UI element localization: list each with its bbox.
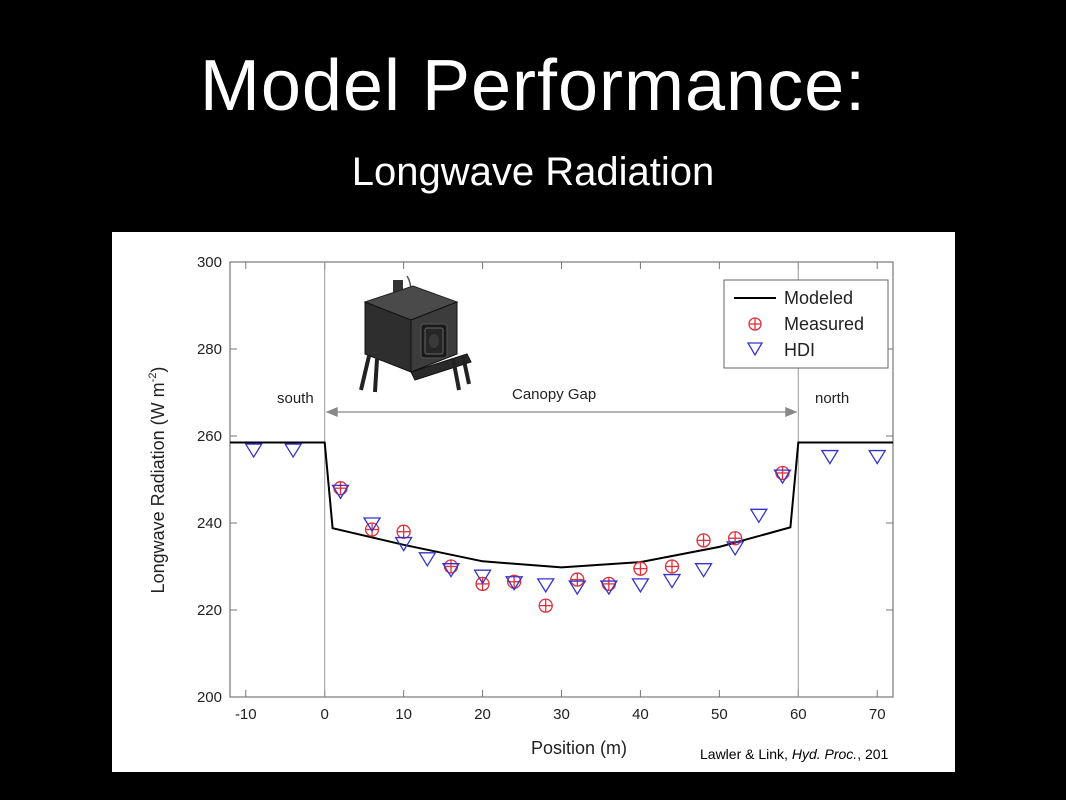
citation-authors: Lawler & Link, xyxy=(700,746,792,762)
hdi-point xyxy=(749,508,768,524)
north-label: north xyxy=(815,390,849,407)
legend: Modeled Measured HDI xyxy=(723,279,889,369)
series-layer xyxy=(230,441,893,613)
y-tick-label: 200 xyxy=(197,689,222,706)
x-tick-label: 50 xyxy=(711,706,728,723)
hdi-point xyxy=(568,580,587,596)
hdi-point xyxy=(868,449,887,465)
x-axis: -10 0 10 20 30 40 50 60 70 xyxy=(235,262,886,723)
hdi-point xyxy=(473,569,492,585)
y-tick-label: 260 xyxy=(197,428,222,445)
measured-point xyxy=(664,559,680,574)
x-tick-label: 20 xyxy=(474,706,491,723)
x-tick-label: 0 xyxy=(321,706,329,723)
hdi-point xyxy=(331,484,350,500)
measured-point xyxy=(570,572,585,587)
measured-point xyxy=(396,524,411,539)
slide-title: Model Performance: xyxy=(199,46,867,126)
y-axis-label: Longwave Radiation (W m-2) xyxy=(147,367,168,594)
measured-point xyxy=(443,559,459,574)
y-axis: 200 220 240 260 280 300 xyxy=(197,254,893,706)
x-tick-label: 60 xyxy=(790,706,807,723)
measured-point xyxy=(775,465,790,481)
legend-measured-swatch xyxy=(748,317,762,331)
measured-point xyxy=(333,481,348,496)
legend-hdi-label: HDI xyxy=(784,340,815,360)
hdi-point xyxy=(418,552,437,568)
hdi-point xyxy=(662,573,682,589)
hdi-point xyxy=(283,443,303,459)
hdi-point xyxy=(394,536,413,552)
measured-point xyxy=(601,576,617,592)
x-tick-label: 70 xyxy=(869,706,886,723)
x-tick-label: 40 xyxy=(632,706,649,723)
arrowhead-left xyxy=(325,407,338,417)
hdi-point xyxy=(441,563,461,578)
measured-point xyxy=(364,522,380,537)
arrowhead-right xyxy=(785,407,798,417)
south-label: south xyxy=(277,390,314,407)
x-tick-label: 10 xyxy=(395,706,412,723)
y-tick-label: 280 xyxy=(197,341,222,358)
measured-point xyxy=(538,598,553,613)
wood-stove-icon xyxy=(359,275,472,393)
legend-hdi-swatch xyxy=(746,342,764,357)
hdi-point xyxy=(631,578,650,594)
chart-figure: 200 220 240 260 280 300 -10 0 10 20 30 40 50 60 70 so… xyxy=(112,232,955,772)
canopy-gap-label: Canopy Gap xyxy=(512,386,596,403)
y-axis-label-main: Longwave Radiation (W m xyxy=(148,382,168,593)
legend-modeled-label: Modeled xyxy=(784,288,853,308)
hdi-point xyxy=(362,517,382,533)
hdi-point xyxy=(536,578,555,594)
modeled-line xyxy=(230,441,893,569)
hdi-point xyxy=(599,580,619,596)
hdi-point xyxy=(504,576,524,591)
x-tick-label: -10 xyxy=(235,706,257,723)
hdi-point xyxy=(694,563,713,578)
slide-subtitle: Longwave Radiation xyxy=(351,150,715,194)
y-tick-label: 300 xyxy=(197,254,222,271)
x-tick-label: 30 xyxy=(553,706,570,723)
y-axis-label-close: ) xyxy=(148,367,168,373)
canopy-gap-annotation: south Canopy Gap north xyxy=(277,262,849,697)
x-axis-label: Position (m) xyxy=(531,738,627,758)
y-axis-label-superscript: -2 xyxy=(147,373,159,383)
citation: Lawler & Link, Hyd. Proc., 201 xyxy=(700,746,888,762)
hdi-point xyxy=(820,449,840,465)
longwave-radiation-chart: 200 220 240 260 280 300 -10 0 10 20 30 40 50 60 70 so… xyxy=(147,254,894,758)
citation-journal: Hyd. Proc. xyxy=(791,746,858,762)
legend-measured-label: Measured xyxy=(784,314,864,334)
measured-point xyxy=(727,531,743,546)
measured-point xyxy=(696,533,711,548)
hdi-point xyxy=(725,541,745,557)
measured-point xyxy=(633,561,648,576)
hdi-point xyxy=(244,443,263,459)
y-tick-label: 220 xyxy=(197,602,222,619)
hdi-point xyxy=(773,469,792,485)
y-tick-label: 240 xyxy=(197,515,222,532)
citation-year: , 201 xyxy=(857,746,889,762)
